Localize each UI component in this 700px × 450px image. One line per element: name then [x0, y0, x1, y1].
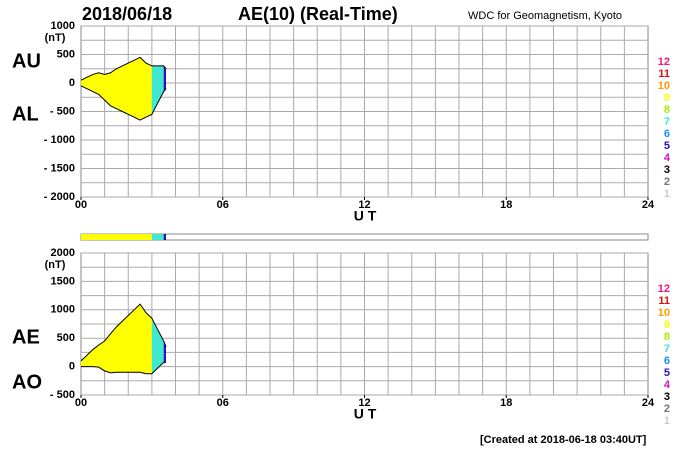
legend-entry: 5 [664, 367, 670, 379]
series-line [81, 361, 167, 375]
legend-entry: 4 [664, 379, 671, 391]
date: 2018/06/18 [82, 4, 172, 24]
legend-entry: 7 [664, 116, 670, 128]
legend-entry: 2 [664, 403, 670, 415]
footer: [Created at 2018-06-18 03:40UT] [480, 434, 647, 446]
legend-entry: 10 [658, 80, 670, 92]
station-bar-segment [151, 234, 164, 240]
legend-entry: 6 [664, 355, 670, 367]
x-tick-label: 24 [642, 199, 655, 211]
legend-entry: 8 [664, 331, 670, 343]
x-axis-label: U T [354, 406, 377, 422]
y-tick-label: 2000 [51, 247, 75, 259]
source: WDC for Geomagnetism, Kyoto [468, 10, 622, 22]
x-tick-label: 24 [642, 397, 655, 409]
series-line [80, 56, 167, 81]
y-tick-label: - 500 [50, 105, 75, 117]
x-tick-label: 06 [217, 199, 229, 211]
x-tick-label: 18 [500, 397, 512, 409]
y-tick-label: 1000 [51, 20, 75, 32]
station-bar-segment [163, 234, 167, 240]
series-label: AO [12, 371, 42, 393]
legend-entry: 2 [664, 176, 670, 188]
station-fill [163, 65, 167, 92]
x-tick-label: 18 [500, 199, 512, 211]
legend-entry: 8 [664, 104, 670, 116]
legend-entry: 10 [658, 307, 670, 319]
legend-entry: 7 [664, 343, 670, 355]
series-line [80, 303, 167, 362]
legend-entry: 3 [664, 391, 670, 403]
station-fill [151, 318, 164, 374]
x-tick-label: 12 [358, 397, 370, 409]
x-axis-label: U T [354, 208, 377, 224]
y-tick-label: 500 [57, 332, 75, 344]
legend-entry: 5 [664, 140, 670, 152]
station-fill [81, 304, 152, 374]
legend-entry: 9 [664, 319, 670, 331]
y-tick-label: - 1000 [44, 134, 75, 146]
y-tick-label: 500 [57, 48, 75, 60]
chart-title: AE(10) (Real-Time) [238, 4, 398, 24]
station-bar-segment [81, 234, 152, 240]
legend-entry: 11 [658, 68, 670, 80]
y-tick-label: - 500 [50, 389, 75, 401]
legend-entry: 1 [664, 188, 670, 200]
legend-entry: 6 [664, 128, 670, 140]
legend-entry: 9 [664, 92, 670, 104]
y-tick-label: 0 [69, 361, 75, 373]
y-tick-label: 0 [69, 77, 75, 89]
series-label: AU [12, 50, 41, 72]
legend-entry: 12 [658, 283, 670, 295]
y-axis-label: (nT) [45, 259, 66, 271]
station-fill [151, 65, 164, 115]
y-tick-label: 1500 [51, 275, 75, 287]
x-tick-label: 06 [217, 397, 229, 409]
legend-entry: 3 [664, 164, 670, 176]
legend-entry: 11 [658, 295, 670, 307]
series-label: AE [12, 326, 40, 348]
y-tick-label: - 1500 [44, 162, 75, 174]
y-axis-label: (nT) [45, 32, 66, 44]
x-tick-label: 00 [75, 397, 87, 409]
legend-entry: 4 [664, 152, 671, 164]
x-tick-label: 12 [358, 199, 370, 211]
y-tick-label: 1000 [51, 304, 75, 316]
y-tick-label: - 2000 [44, 191, 75, 203]
series-line [80, 85, 167, 121]
x-tick-label: 00 [75, 199, 87, 211]
series-label: AL [12, 103, 39, 125]
legend-entry: 12 [658, 56, 670, 68]
legend-entry: 1 [664, 415, 670, 427]
